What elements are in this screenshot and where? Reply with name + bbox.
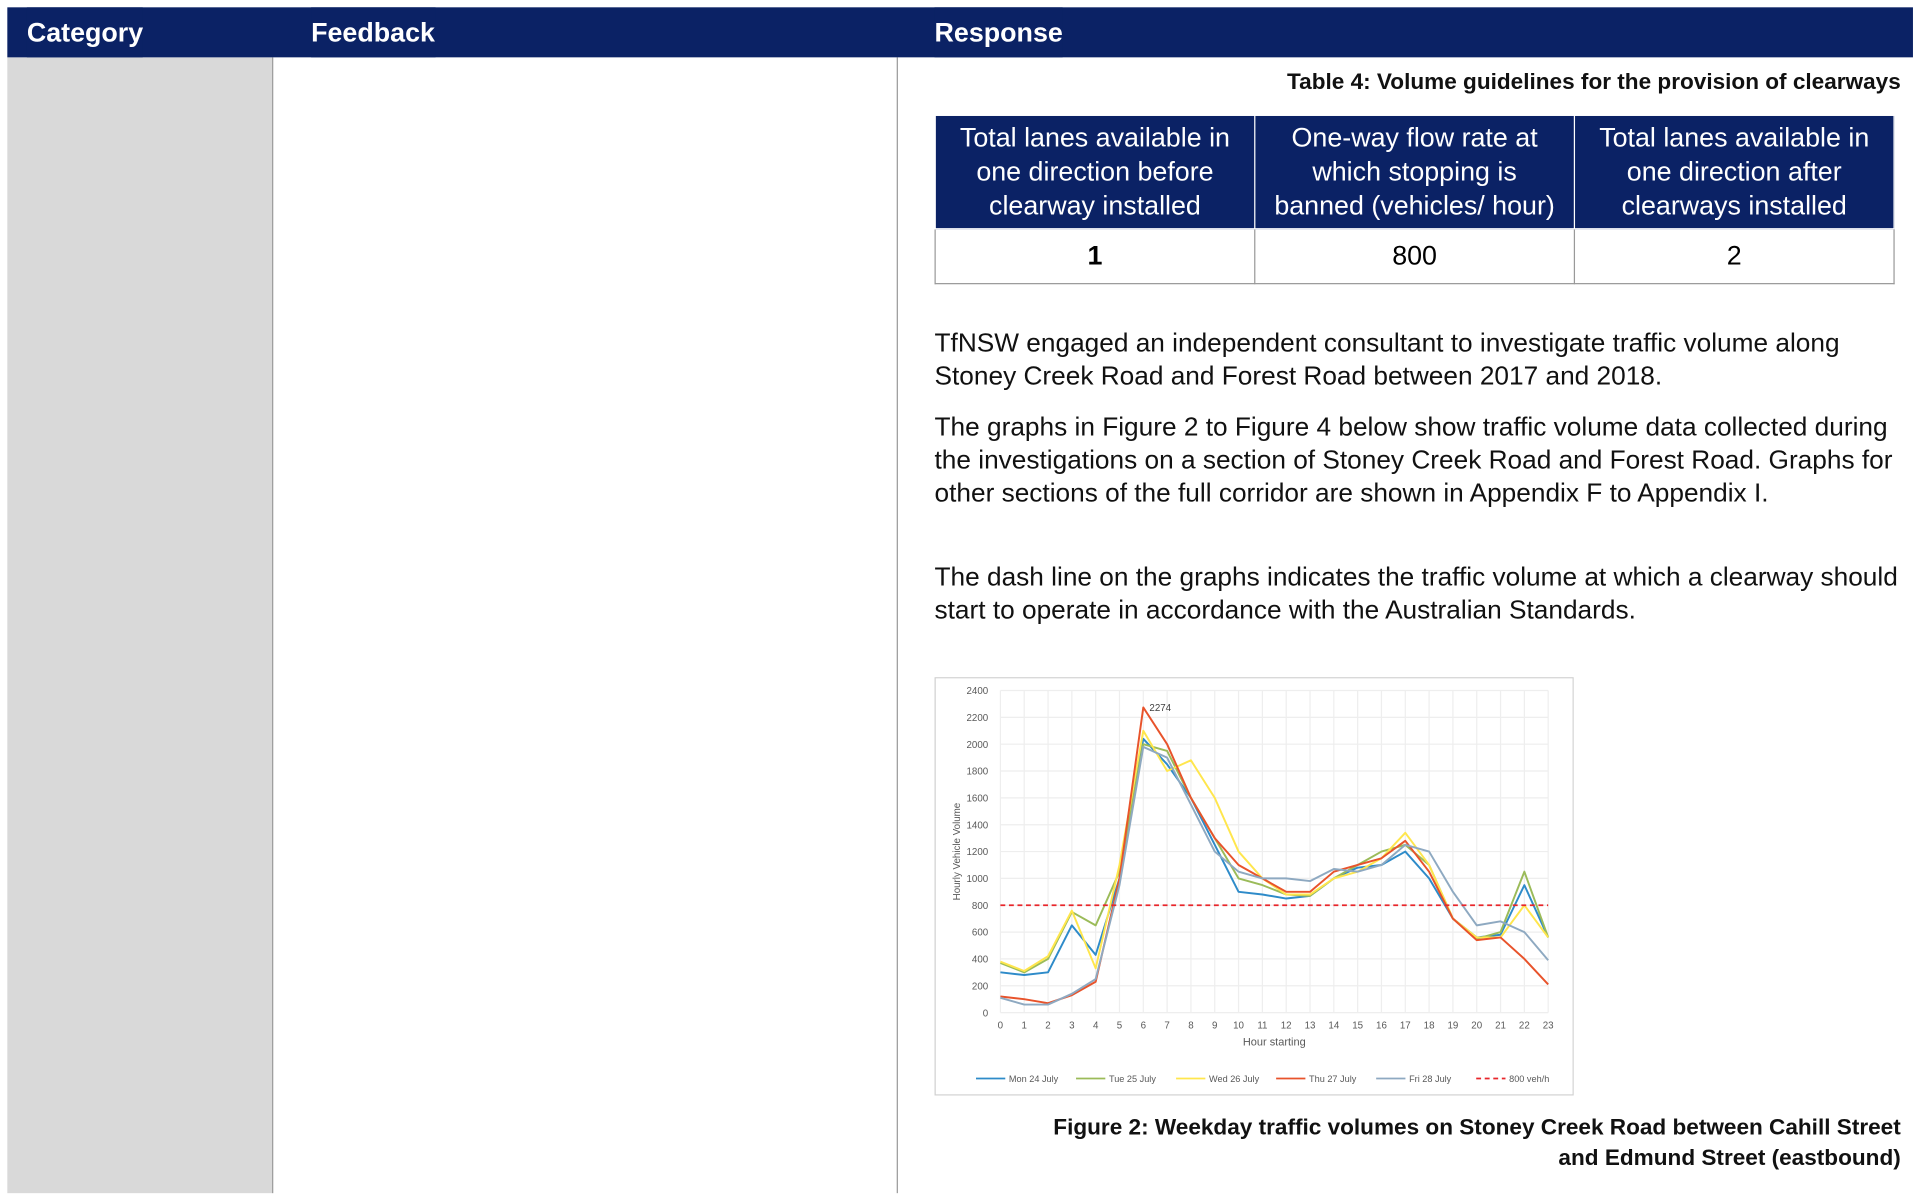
category-column xyxy=(7,57,273,1194)
table-cell: 1 xyxy=(934,228,1256,285)
paragraph: The graphs in Figure 2 to Figure 4 below… xyxy=(934,412,1893,508)
y-tick-label: 2400 xyxy=(966,686,988,697)
legend-label: Wed 26 July xyxy=(1209,1074,1260,1084)
x-tick-label: 22 xyxy=(1519,1020,1530,1031)
x-tick-label: 23 xyxy=(1543,1020,1554,1031)
x-tick-label: 0 xyxy=(998,1020,1004,1031)
x-tick-label: 19 xyxy=(1447,1020,1458,1031)
legend-label: Mon 24 July xyxy=(1009,1074,1059,1084)
x-tick-label: 9 xyxy=(1212,1020,1217,1031)
table-cell: 800 xyxy=(1254,228,1576,285)
divider xyxy=(896,57,898,1194)
x-tick-label: 20 xyxy=(1471,1020,1482,1031)
y-axis-label: Hourly Vehicle Volume xyxy=(952,803,963,901)
series-line xyxy=(1000,745,1549,1006)
x-tick-label: 2 xyxy=(1045,1020,1050,1031)
x-tick-label: 1 xyxy=(1021,1020,1026,1031)
x-tick-label: 17 xyxy=(1400,1020,1411,1031)
series-line xyxy=(1000,706,1549,1005)
figure-caption: Figure 2: Weekday traffic volumes on Sto… xyxy=(1053,1113,1901,1170)
chart-frame xyxy=(934,677,1574,1096)
y-tick-label: 1600 xyxy=(966,794,988,805)
y-tick-label: 600 xyxy=(972,928,989,939)
y-tick-label: 400 xyxy=(972,955,989,966)
table-header: Total lanes available in one direction a… xyxy=(1573,114,1895,230)
y-tick-label: 0 xyxy=(983,1008,989,1019)
paragraph: The dash line on the graphs indicates th… xyxy=(934,562,1898,625)
legend-label: Fri 28 July xyxy=(1409,1074,1452,1084)
legend-label: Thu 27 July xyxy=(1309,1074,1357,1084)
paragraph: TfNSW engaged an independent consultant … xyxy=(934,328,1840,391)
x-tick-label: 3 xyxy=(1069,1020,1074,1031)
x-axis-label: Hour starting xyxy=(1243,1037,1306,1049)
x-tick-label: 7 xyxy=(1164,1020,1169,1031)
table-cell: 2 xyxy=(1573,228,1895,285)
table-header-row: Total lanes available in one direction b… xyxy=(934,114,1895,230)
y-tick-label: 1000 xyxy=(966,874,988,885)
x-tick-label: 13 xyxy=(1305,1020,1316,1031)
x-tick-label: 16 xyxy=(1376,1020,1387,1031)
x-tick-label: 4 xyxy=(1093,1020,1099,1031)
y-tick-label: 2000 xyxy=(966,740,988,751)
y-tick-label: 200 xyxy=(972,981,989,992)
x-tick-label: 18 xyxy=(1424,1020,1435,1031)
x-tick-label: 14 xyxy=(1328,1020,1339,1031)
x-tick-label: 12 xyxy=(1281,1020,1292,1031)
x-tick-label: 21 xyxy=(1495,1020,1506,1031)
x-tick-label: 15 xyxy=(1352,1020,1363,1031)
table-header: One-way flow rate at which stopping is b… xyxy=(1254,114,1576,230)
legend-label: Tue 25 July xyxy=(1109,1074,1156,1084)
data-label: 2274 xyxy=(1149,703,1171,714)
x-tick-label: 8 xyxy=(1188,1020,1193,1031)
table-row: 1 800 2 xyxy=(934,228,1895,285)
x-tick-label: 11 xyxy=(1257,1020,1267,1031)
column-header: Feedback xyxy=(311,7,435,58)
x-tick-label: 6 xyxy=(1141,1020,1146,1031)
y-tick-label: 1400 xyxy=(966,820,988,831)
x-tick-label: 10 xyxy=(1233,1020,1244,1031)
chart: 0200400600800100012001400160018002000220… xyxy=(934,677,1574,1096)
table-header: Total lanes available in one direction b… xyxy=(934,114,1256,230)
y-tick-label: 800 xyxy=(972,901,989,912)
y-tick-label: 2200 xyxy=(966,713,988,724)
y-tick-label: 1800 xyxy=(966,767,988,778)
legend-label: 800 veh/h xyxy=(1509,1074,1549,1084)
guideline-table: Total lanes available in one direction b… xyxy=(934,114,1895,285)
x-tick-label: 5 xyxy=(1117,1020,1123,1031)
column-header: Category xyxy=(26,7,144,58)
y-tick-label: 1200 xyxy=(966,847,988,858)
table-caption: Table 4: Volume guidelines for the provi… xyxy=(1287,68,1901,94)
divider xyxy=(272,57,274,1194)
column-header: Response xyxy=(934,7,1063,58)
